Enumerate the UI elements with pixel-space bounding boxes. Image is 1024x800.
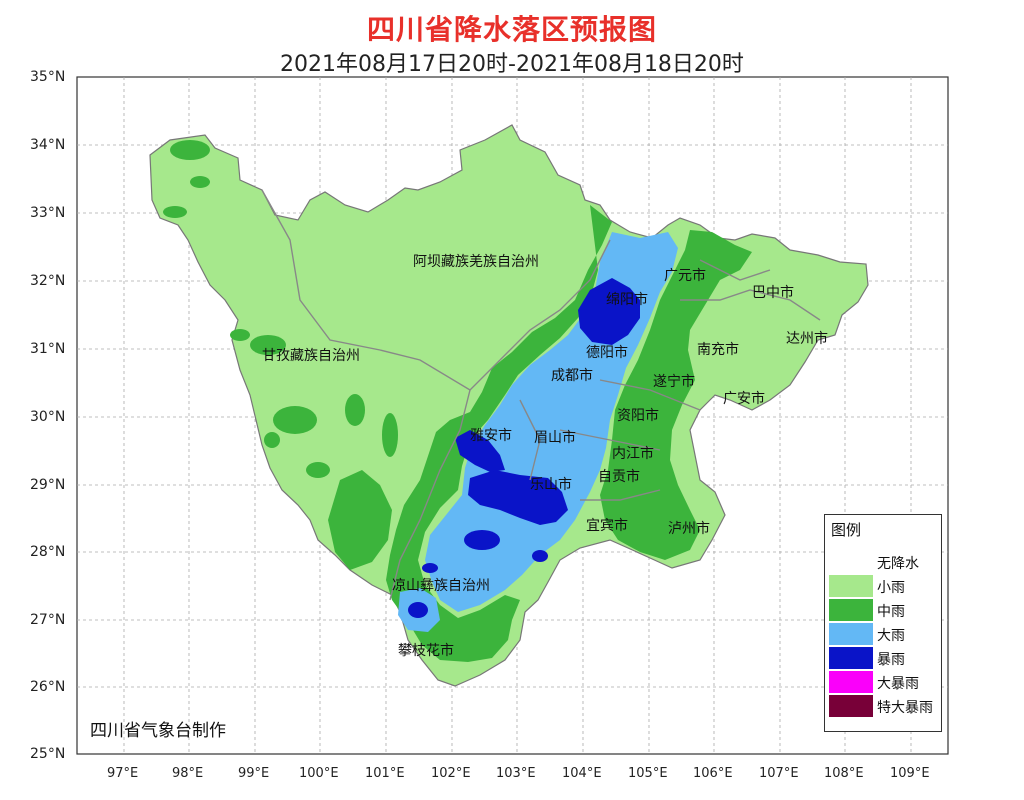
label-panzhihua: 攀枝花市 xyxy=(398,642,454,659)
map-title: 四川省降水落区预报图 xyxy=(366,13,657,46)
label-ganzi: 甘孜藏族自治州 xyxy=(262,348,360,364)
lat-label: 33°N xyxy=(30,205,66,221)
lat-label: 26°N xyxy=(30,679,66,695)
lat-label: 29°N xyxy=(30,477,66,493)
label-mianyang: 绵阳市 xyxy=(606,291,648,308)
lon-label: 108°E xyxy=(824,766,864,781)
legend-item: 暴雨 xyxy=(829,647,937,669)
lat-label: 27°N xyxy=(30,612,66,628)
label-dazhou: 达州市 xyxy=(786,330,828,347)
label-yibin: 宜宾市 xyxy=(586,517,628,534)
legend-label: 无降水 xyxy=(877,556,919,572)
lat-label: 28°N xyxy=(30,544,66,560)
legend-box: 图例 无降水 小雨 中雨 大雨 暴雨 大暴雨 特大暴雨 xyxy=(824,514,942,732)
legend-swatch xyxy=(829,599,873,621)
legend-label: 特大暴雨 xyxy=(877,700,933,716)
label-meishan: 眉山市 xyxy=(534,429,576,446)
lon-label: 109°E xyxy=(890,766,930,781)
legend-swatch xyxy=(829,623,873,645)
label-neijiang: 内江市 xyxy=(612,445,654,462)
prefecture-boundaries xyxy=(261,189,821,601)
lon-label: 101°E xyxy=(365,766,405,781)
label-guangyuan: 广元市 xyxy=(664,267,706,284)
lon-label: 100°E xyxy=(299,766,339,781)
lon-label: 97°E xyxy=(107,766,139,781)
label-liangshan: 凉山彝族自治州 xyxy=(392,578,490,594)
label-nanchong: 南充市 xyxy=(697,341,739,358)
lon-label: 102°E xyxy=(431,766,471,781)
label-aba: 阿坝藏族羌族自治州 xyxy=(413,254,539,270)
legend-title: 图例 xyxy=(831,521,862,539)
label-yaan: 雅安市 xyxy=(470,427,512,444)
lat-label: 31°N xyxy=(30,341,66,357)
legend-item: 小雨 xyxy=(829,575,937,597)
lon-label: 105°E xyxy=(628,766,668,781)
legend-item: 中雨 xyxy=(829,599,937,621)
legend-swatch xyxy=(829,575,873,597)
lon-label: 104°E xyxy=(562,766,602,781)
lon-label: 106°E xyxy=(693,766,733,781)
label-guangan: 广安市 xyxy=(723,390,765,407)
lon-label: 103°E xyxy=(496,766,536,781)
lon-label: 107°E xyxy=(759,766,799,781)
label-deyang: 德阳市 xyxy=(586,344,628,361)
map-subtitle: 2021年08月17日20时-2021年08月18日20时 xyxy=(280,52,744,77)
legend-label: 中雨 xyxy=(877,604,905,620)
legend-swatch xyxy=(829,647,873,669)
label-suining: 遂宁市 xyxy=(653,373,695,390)
legend-item: 无降水 xyxy=(829,551,937,573)
label-luzhou: 泸州市 xyxy=(668,520,710,537)
moderate-rain-east xyxy=(600,230,752,560)
legend-swatch xyxy=(829,671,873,693)
label-zigong: 自贡市 xyxy=(598,468,640,485)
legend-swatch xyxy=(829,551,873,573)
label-bazhong: 巴中市 xyxy=(752,284,794,301)
legend-label: 大雨 xyxy=(877,628,905,644)
legend-swatch xyxy=(829,695,873,717)
lat-label: 30°N xyxy=(30,409,66,425)
legend-item: 大雨 xyxy=(829,623,937,645)
credit-text: 四川省气象台制作 xyxy=(90,721,226,741)
label-leshan: 乐山市 xyxy=(530,476,572,493)
lon-label: 99°E xyxy=(238,766,270,781)
moderate-rain-south xyxy=(328,470,392,570)
lon-label: 98°E xyxy=(172,766,204,781)
legend-item: 特大暴雨 xyxy=(829,695,937,717)
lat-label: 35°N xyxy=(30,69,66,85)
label-chengdu: 成都市 xyxy=(551,367,593,384)
moderate-rain-patches xyxy=(163,140,398,478)
legend-label: 暴雨 xyxy=(877,652,905,668)
moderate-rain-zone xyxy=(386,205,612,662)
lat-label: 32°N xyxy=(30,273,66,289)
lat-label: 25°N xyxy=(30,746,66,762)
legend-label: 小雨 xyxy=(877,580,905,596)
rainstorm-zones xyxy=(408,278,640,618)
legend-label: 大暴雨 xyxy=(877,676,919,692)
legend-item: 大暴雨 xyxy=(829,671,937,693)
lat-label: 34°N xyxy=(30,137,66,153)
label-ziyang: 资阳市 xyxy=(617,407,659,424)
